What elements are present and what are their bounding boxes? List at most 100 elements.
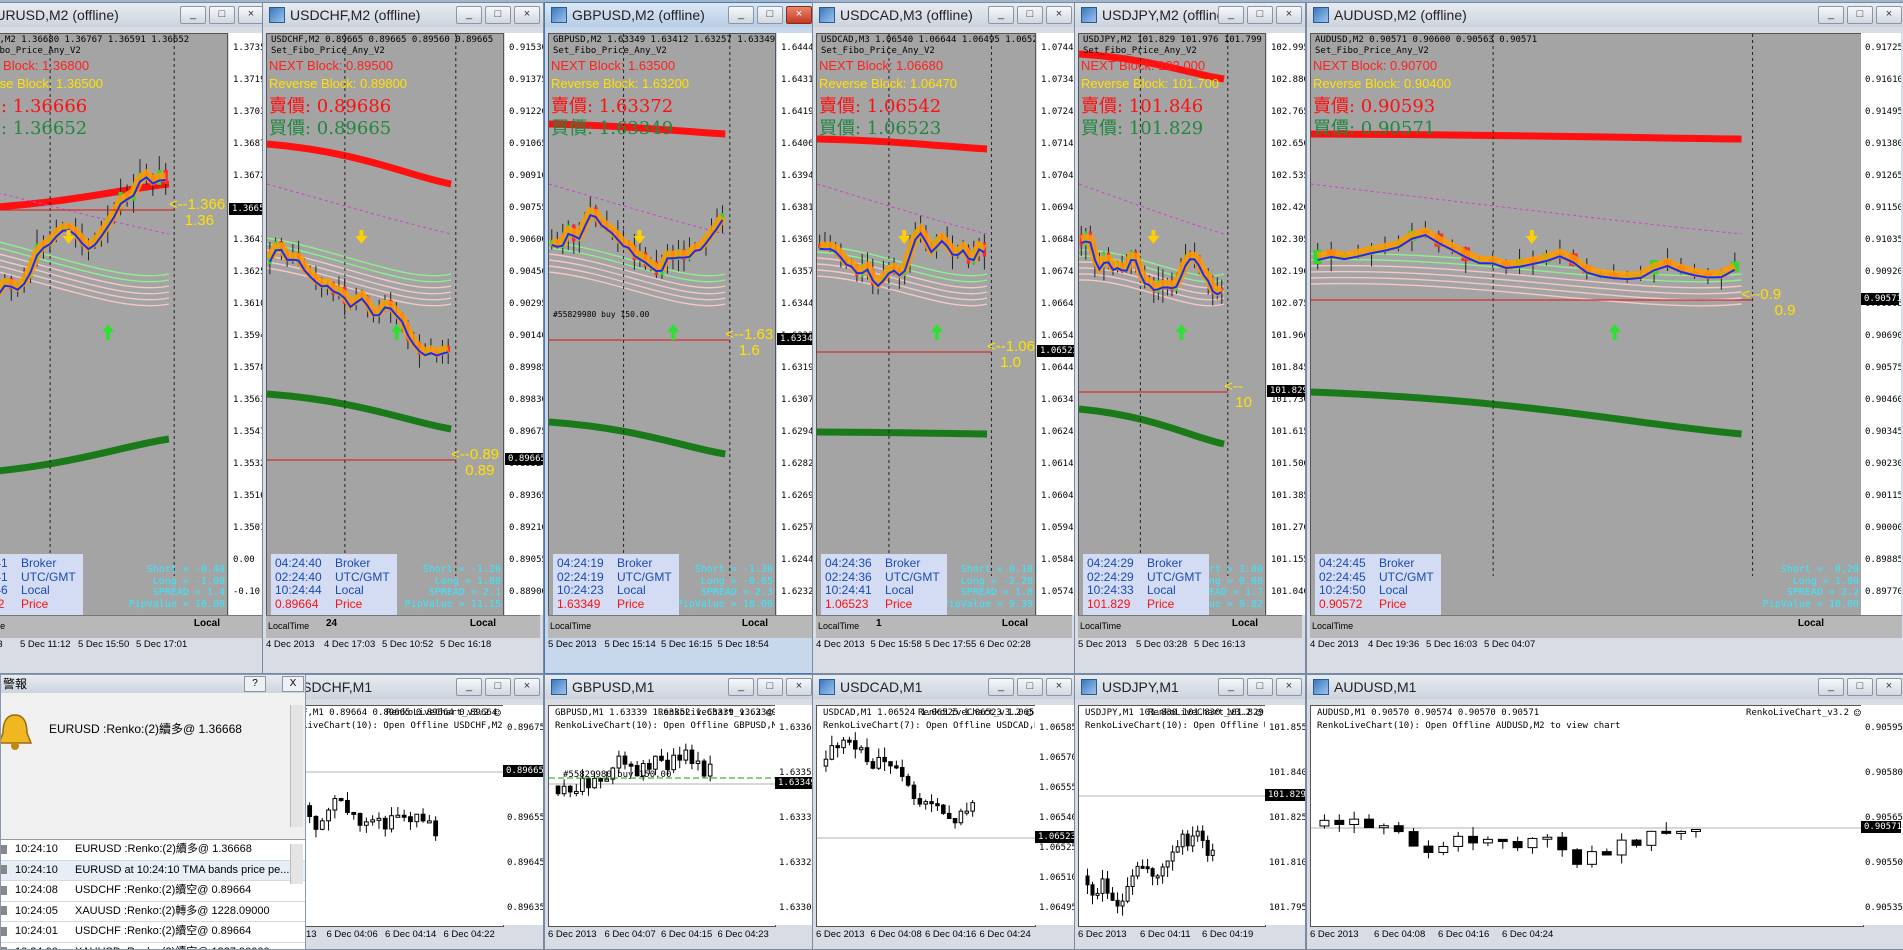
maximize-button[interactable]: □ — [485, 6, 511, 24]
alert-row[interactable]: 10:24:05 XAUUSD :Renko:(2)轉多@ 1228.09000 — [1, 902, 305, 922]
alert-window[interactable]: 警報? X EURUSD :Renko:(2)續多@ 1.36668 10:24:10… — [0, 674, 306, 950]
chart-window-m2[interactable]: USDCAD,M3 (offline) _ □ × USDCAD,M3 1.06540 … — [812, 2, 1076, 674]
price-axis-tick: 102.420 — [1271, 203, 1306, 213]
close-button[interactable]: × — [1276, 678, 1302, 696]
chart-window-m1[interactable]: USDCAD,M1 _ □ × USDCAD,M1 1.06524 1.06525 1.… — [812, 674, 1076, 950]
minimize-button[interactable]: _ — [988, 678, 1014, 696]
price-axis-tick: 0.91150 — [1865, 203, 1901, 213]
candle — [382, 817, 388, 830]
close-button[interactable]: × — [1046, 6, 1072, 24]
maximize-button[interactable]: □ — [757, 6, 783, 24]
chart-plot-area[interactable]: GBPUSD,M1 1.63339 1.63352 1.63339 1.6334… — [548, 705, 776, 927]
chart-window-m2[interactable]: GBPUSD,M2 (offline) _ □ × GBPUSD,M2 1.63349 … — [544, 2, 816, 674]
minimize-button[interactable]: _ — [728, 6, 754, 24]
alert-close-button[interactable]: X — [282, 676, 304, 692]
maximize-button[interactable]: □ — [1017, 6, 1043, 24]
price-axis[interactable]: 1.06585 1.06570 1.06555 1.06540 1.06525 1.065… — [1035, 705, 1076, 925]
minimize-button[interactable]: _ — [456, 6, 482, 24]
price-axis[interactable]: 102.995 102.880 102.765 102.650 102.535 102.4… — [1267, 33, 1306, 615]
price-axis[interactable]: 101.855 101.840 101.825 101.810 101.795 101.8… — [1265, 705, 1306, 925]
maximize-button[interactable]: □ — [1847, 678, 1873, 696]
maximize-button[interactable]: □ — [1247, 678, 1273, 696]
close-button[interactable]: × — [1876, 6, 1902, 24]
chart-plot-area[interactable]: AUDUSD,M1 0.90570 0.90574 0.90570 0.9057… — [1310, 705, 1864, 927]
window-titlebar[interactable]: GBPUSD,M1 _ □ × — [545, 675, 815, 699]
chart-window-m2[interactable]: USDJPY,M2 (offline) _ □ × USDJPY,M2 101.829 … — [1074, 2, 1306, 674]
close-button[interactable]: × — [786, 6, 812, 24]
price-axis[interactable]: 1.63365 1.63350 1.63335 1.63320 1.63305 1.633… — [775, 705, 815, 925]
chart-plot-area[interactable]: AUDUSD,M2 0.90571 0.90600 0.90563 0.9057… — [1310, 33, 1864, 617]
chart-plot-area[interactable]: USDJPY,M2 101.829 101.976 101.799 101.82… — [1078, 33, 1266, 617]
price-axis-tick: 101.810 — [1269, 858, 1306, 868]
maximize-button[interactable]: □ — [209, 6, 235, 24]
upper-band-line — [549, 120, 726, 138]
minimize-button[interactable]: _ — [180, 6, 206, 24]
list-scrollbar[interactable] — [290, 844, 303, 884]
price-axis[interactable]: 1.373501.371951.370351.368751.367201.365… — [229, 33, 268, 615]
chart-plot-area[interactable]: USDCAD,M1 1.06524 1.06525 1.06523 1.0652… — [816, 705, 1036, 927]
chart-window-m2[interactable]: AUDUSD,M2 (offline) _ □ × AUDUSD,M2 0.90571 … — [1306, 2, 1903, 674]
minimize-button[interactable]: _ — [456, 678, 482, 696]
window-titlebar[interactable]: GBPUSD,M2 (offline) _ □ × — [545, 3, 815, 27]
chart-plot-area[interactable]: USDJPY,M1 101.830 101.830 101.829 101.82… — [1078, 705, 1266, 927]
chart-window-m1[interactable]: GBPUSD,M1 _ □ × GBPUSD,M1 1.63339 1.63352 1.… — [544, 674, 816, 950]
message-scrollbar[interactable] — [290, 705, 303, 827]
window-titlebar[interactable]: AUDUSD,M2 (offline) _ □ × — [1307, 3, 1903, 27]
window-titlebar[interactable]: USDJPY,M2 (offline) _ □ × — [1075, 3, 1305, 27]
window-titlebar[interactable]: EURUSD,M2 (offline) _□× — [0, 3, 267, 27]
window-titlebar[interactable]: AUDUSD,M1 _ □ × — [1307, 675, 1903, 699]
alert-row[interactable]: 10:24:10 EURUSD at 10:24:10 TMA bands pri… — [1, 860, 305, 881]
window-titlebar[interactable]: USDCAD,M3 (offline) _ □ × — [813, 3, 1075, 27]
window-titlebar[interactable]: USDCAD,M1 _ □ × — [813, 675, 1075, 699]
window-titlebar[interactable]: USDCHF,M2 (offline) _ □ × — [263, 3, 543, 27]
maximize-button[interactable]: □ — [485, 678, 511, 696]
chart-window-m2[interactable]: USDCHF,M2 (offline) _ □ × USDCHF,M2 0.89665 … — [262, 2, 544, 674]
close-button[interactable]: × — [1276, 6, 1302, 24]
maximize-button[interactable]: □ — [1847, 6, 1873, 24]
chart-window-m1[interactable]: AUDUSD,M1 _ □ × AUDUSD,M1 0.90570 0.90574 0.… — [1306, 674, 1903, 950]
alert-row[interactable]: 10:24:08 USDCHF :Renko:(2)續空@ 0.89664 — [1, 881, 305, 902]
alert-row[interactable]: 10:24:10 EURUSD :Renko:(2)續多@ 1.36668 — [1, 840, 305, 861]
price-axis[interactable]: 1.07440 1.07340 1.07240 1.07140 1.07040 1.069… — [1037, 33, 1075, 615]
close-button[interactable]: × — [238, 6, 264, 24]
window-titlebar[interactable]: USDCHF,M1 _ □ × — [265, 675, 543, 699]
price-axis-tick: 1.06555 — [1039, 783, 1076, 793]
price-axis[interactable]: 0.91530 0.91375 0.91220 0.91065 0.90910 0.907… — [505, 33, 543, 615]
chart-plot-area[interactable]: EURUSD,M2 1.36680 1.36767 1.36591 1.3665… — [0, 33, 228, 617]
chart-plot-area[interactable]: GBPUSD,M2 1.63349 1.63412 1.63257 1.6334… — [548, 33, 776, 617]
close-button[interactable]: × — [1876, 678, 1902, 696]
price-axis-tick: 1.37035 — [233, 107, 268, 117]
maximize-button[interactable]: □ — [1017, 678, 1043, 696]
close-button[interactable]: × — [1046, 678, 1072, 696]
chart-window-icon — [1081, 7, 1097, 23]
alert-row[interactable]: 10:24:00XAUUSD :Renko:(2)續空@ 1227.90000 — [1, 943, 305, 949]
close-button[interactable]: × — [514, 6, 540, 24]
chart-plot-area[interactable]: USDCHF,M2 0.89665 0.89665 0.89560 0.8966… — [266, 33, 504, 617]
chart-window-m1[interactable]: USDJPY,M1 _ □ × USDJPY,M1 101.830 101.830 10… — [1074, 674, 1306, 950]
alert-row[interactable]: 10:24:01 USDCHF :Renko:(2)續空@ 0.89664 — [1, 922, 305, 943]
minimize-button[interactable]: _ — [1818, 678, 1844, 696]
maximize-button[interactable]: □ — [1247, 6, 1273, 24]
price-arrow-label: <-- — [1224, 378, 1243, 395]
minimize-button[interactable]: _ — [1218, 678, 1244, 696]
price-axis[interactable]: 0.90595 0.90580 0.90565 0.90550 0.90535 0.905… — [1861, 705, 1903, 925]
close-button[interactable]: × — [514, 678, 540, 696]
maximize-button[interactable]: □ — [757, 678, 783, 696]
candle — [1542, 836, 1553, 840]
price-axis[interactable]: 0.91725 0.91610 0.91495 0.91380 0.91265 0.911… — [1861, 33, 1901, 615]
alert-titlebar[interactable]: 警報? X — [1, 675, 305, 693]
price-axis[interactable]: 0.896750.896650.896550.896450.896350.896… — [503, 705, 543, 925]
chart-window-m2[interactable]: EURUSD,M2 (offline) _□× EURUSD,M2 1.36680 … — [0, 2, 268, 674]
chart-plot-area[interactable]: USDCAD,M3 1.06540 1.06644 1.06495 1.0652… — [816, 33, 1036, 617]
window-titlebar[interactable]: USDJPY,M1 _ □ × — [1075, 675, 1305, 699]
minimize-button[interactable]: _ — [988, 6, 1014, 24]
price-axis[interactable]: 1.64440 1.64315 1.64190 1.64065 1.63940 1.638… — [777, 33, 815, 615]
minimize-button[interactable]: _ — [728, 678, 754, 696]
chart-window-m1[interactable]: USDCHF,M1 _ □ × USDCHF,M1 0.89664 0.89665 0.… — [264, 674, 544, 950]
minimize-button[interactable]: _ — [1818, 6, 1844, 24]
minimize-button[interactable]: _ — [1218, 6, 1244, 24]
close-button[interactable]: × — [786, 678, 812, 696]
alert-history-list[interactable]: 10:24:10 EURUSD :Renko:(2)續多@ 1.36668 10:2… — [1, 839, 305, 949]
help-button[interactable]: ? — [244, 676, 266, 692]
chart-plot-area[interactable]: USDCHF,M1 0.89664 0.89665 0.89664 0.8966… — [268, 705, 504, 927]
